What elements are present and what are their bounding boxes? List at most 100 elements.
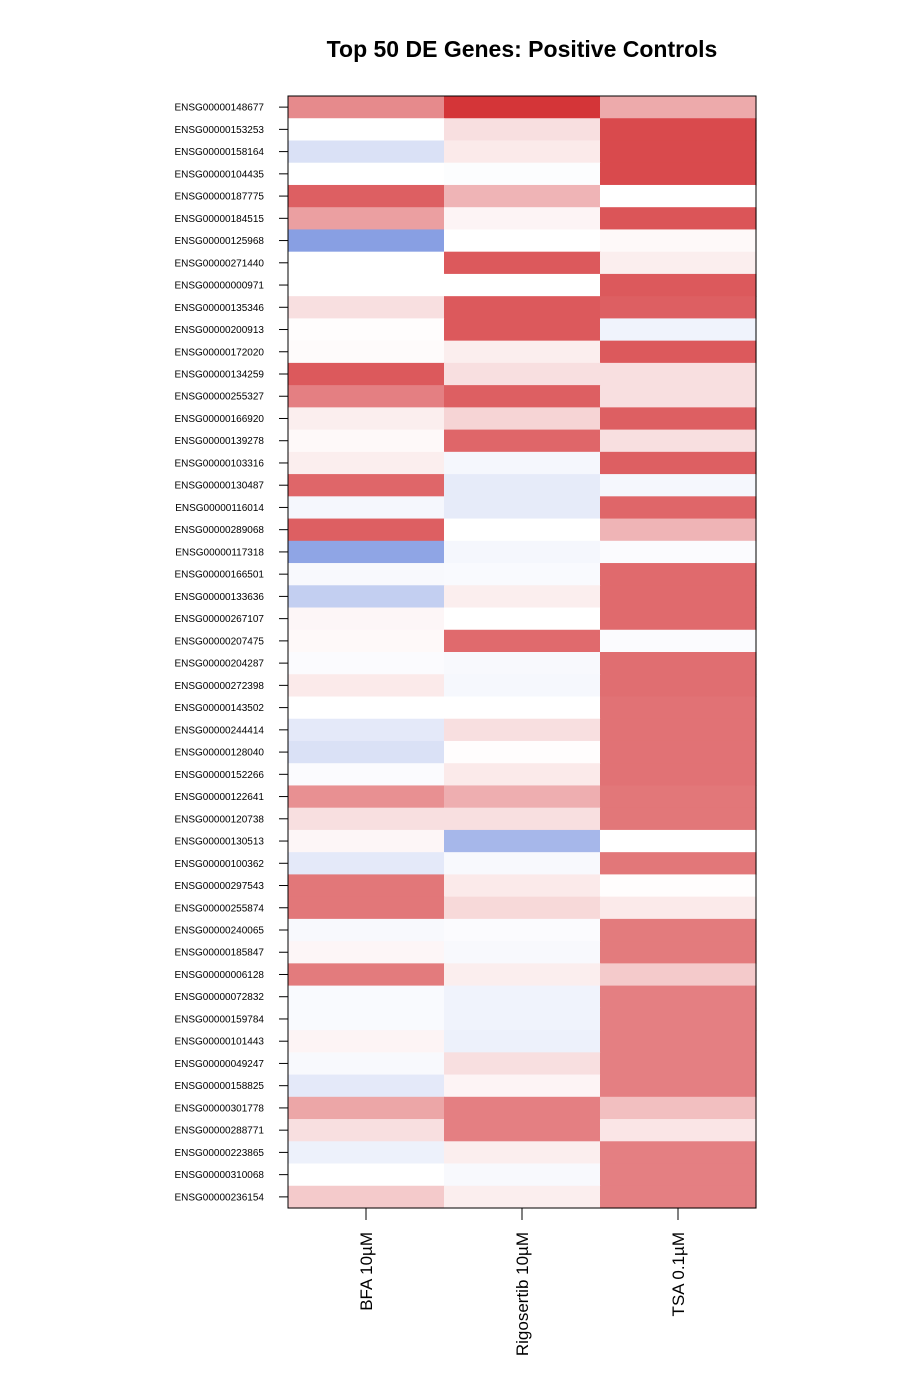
heatmap-cell [444,1074,601,1098]
row-label: ENSG00000310068 [174,1170,264,1181]
heatmap-cell [444,140,601,164]
heatmap-cell [288,696,445,720]
heatmap-cell [444,896,601,920]
row-label: ENSG00000289068 [174,525,264,536]
heatmap-cell [600,585,757,609]
row-label: ENSG00000153253 [174,125,264,136]
row-label: ENSG00000166501 [174,570,264,581]
heatmap-cell [288,229,445,253]
row-label: ENSG00000271440 [174,258,264,269]
heatmap-cell [600,1096,757,1120]
heatmap-cell [444,184,601,208]
heatmap-cell [288,585,445,609]
row-label: ENSG00000100362 [174,859,264,870]
heatmap-cell [444,296,601,319]
heatmap-cell [288,985,445,1009]
row-label: ENSG00000101443 [174,1037,264,1048]
heatmap-cell [288,1185,445,1209]
heatmap-cell [288,296,445,319]
heatmap-cell [288,318,445,342]
heatmap-cell [444,918,601,942]
heatmap-cell [600,496,757,520]
row-label: ENSG00000236154 [174,1192,264,1203]
heatmap-cell [444,1052,601,1076]
heatmap-cell [288,1074,445,1098]
heatmap-cell [444,629,601,653]
row-label: ENSG00000272398 [174,681,264,692]
heatmap-cell [288,385,445,408]
heatmap-cell [600,763,757,787]
row-label: ENSG00000125968 [174,236,264,247]
heatmap-cell [288,429,445,453]
heatmap-cell [288,540,445,564]
heatmap-cell [600,785,757,809]
heatmap-cell [444,229,601,253]
heatmap-cell [444,829,601,853]
heatmap-cell [444,385,601,408]
heatmap-cell [600,1119,757,1142]
heatmap-cell [600,829,757,853]
heatmap-cell [288,1163,445,1187]
row-label: ENSG00000134259 [174,370,264,381]
row-label: ENSG00000240065 [174,926,264,937]
heatmap-cell [600,1185,757,1209]
heatmap-cell [600,518,757,542]
row-label: ENSG00000297543 [174,881,264,892]
heatmap-cell [444,1007,601,1031]
row-label: ENSG00000122641 [174,792,264,803]
row-label: ENSG00000117318 [175,547,264,558]
heatmap-cell [288,829,445,853]
heatmap-cell [288,874,445,898]
heatmap-cell [288,674,445,698]
heatmap-cell [600,184,757,208]
row-label: ENSG00000255874 [174,903,264,914]
heatmap-cells [288,96,757,1209]
row-label: ENSG00000006128 [174,970,264,981]
heatmap-cell [288,407,445,431]
heatmap-cell [600,207,757,231]
row-label: ENSG00000116014 [175,503,264,514]
heatmap-cell [288,918,445,942]
heatmap-cell [600,318,757,342]
heatmap-cell [444,540,601,564]
row-label: ENSG00000185847 [174,948,264,959]
heatmap-cell [600,474,757,497]
heatmap-cell [444,407,601,431]
heatmap-cell [444,1185,601,1209]
heatmap-cell [288,162,445,186]
heatmap-cell [600,718,757,742]
row-label: ENSG00000103316 [174,458,264,469]
heatmap-cell [288,1119,445,1142]
row-label: ENSG00000152266 [174,770,264,781]
row-label: ENSG00000166920 [174,414,264,425]
row-label: ENSG00000207475 [174,636,264,647]
heatmap-cell [288,184,445,208]
heatmap-cell [288,652,445,675]
heatmap-cell [444,1119,601,1142]
heatmap-cell [600,852,757,875]
heatmap-cell [288,607,445,631]
heatmap-cell [288,563,445,586]
heatmap-cell [444,340,601,364]
heatmap-cell [288,273,445,297]
heatmap-cell [600,1007,757,1031]
heatmap-cell [288,763,445,787]
heatmap-cell [600,918,757,942]
heatmap-cell [444,985,601,1009]
heatmap-cell [600,1030,757,1053]
heatmap-cell [288,629,445,653]
row-label: ENSG00000148677 [174,103,264,114]
column-labels: BFA 10µM Rigosertib 10µM TSA 0.1µM [357,1208,688,1356]
row-label: ENSG00000301778 [174,1103,264,1114]
heatmap-cell [600,941,757,964]
heatmap-cell [600,118,757,142]
heatmap-cell [444,318,601,342]
row-labels: ENSG00000148677 ENSG00000153253 ENSG000001… [174,103,288,1203]
row-label: ENSG00000158164 [174,147,264,158]
heatmap-cell [444,607,601,631]
heatmap-cell [444,362,601,386]
row-label: ENSG00000200913 [174,325,264,336]
heatmap-cell [600,162,757,186]
heatmap-cell [444,807,601,831]
column-label: BFA 10µM [357,1232,376,1311]
